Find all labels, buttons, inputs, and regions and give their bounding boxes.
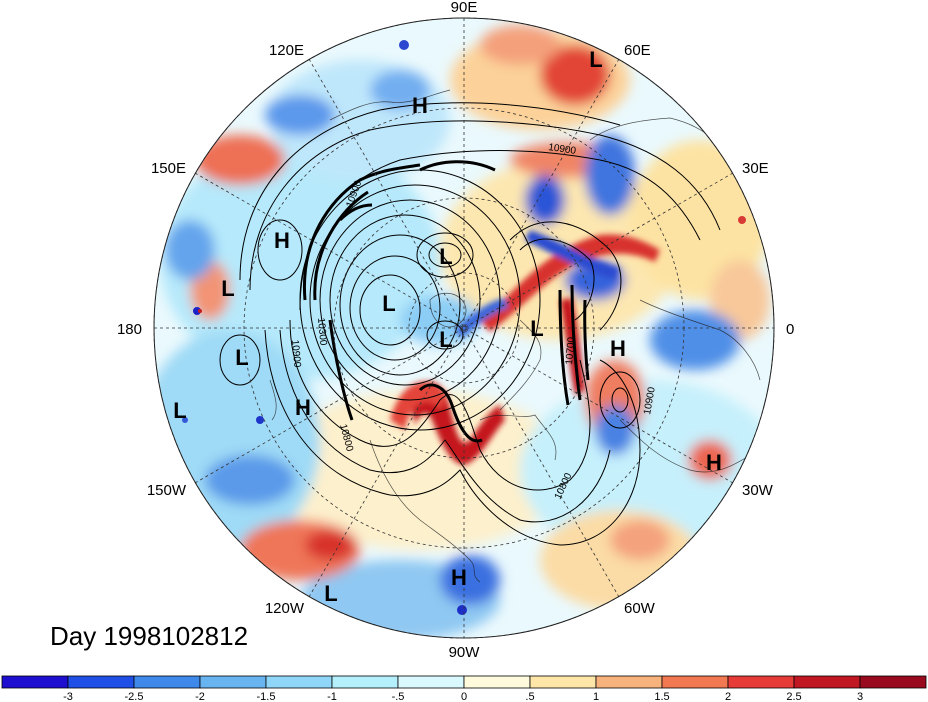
lon-label-30w: 30W (742, 482, 774, 499)
contour-label: 10900 (289, 339, 302, 368)
colorbar-swatch (595, 675, 663, 689)
colorbar-tick-label: 2 (725, 691, 731, 702)
pressure-center-low: L (530, 316, 543, 341)
colorbar-swatch (727, 675, 795, 689)
colorbar-swatch (793, 675, 861, 689)
colorbar-tick-label: -3 (63, 691, 73, 702)
lon-label-90w: 90W (449, 644, 481, 661)
anomaly-speckles (182, 40, 746, 615)
lon-label-90e: 90E (451, 0, 478, 16)
pressure-center-low: L (173, 398, 186, 423)
colorbar-tick-label: -.5 (392, 691, 405, 702)
colorbar-tick-label: -2 (195, 691, 205, 702)
anomaly-field (154, 18, 774, 638)
pressure-center-low: L (439, 327, 452, 352)
colorbar: -3 -2.5 -2 -1.5 -1 -.5 0 .5 1 1.5 2 2.5 3 (1, 675, 927, 702)
pressure-center-low: L (439, 244, 452, 269)
colorbar-tick-label: -1.5 (257, 691, 276, 702)
contour-label: 10700 (564, 336, 577, 365)
colorbar-swatch (397, 675, 465, 689)
colorbar-swatch (463, 675, 531, 689)
colorbar-tick-label: -2.5 (125, 691, 144, 702)
pressure-center-high: H (295, 395, 311, 420)
pressure-center-high: H (412, 93, 428, 118)
lon-label-180: 180 (117, 321, 142, 338)
pressure-center-high: H (610, 336, 626, 361)
colorbar-swatch (331, 675, 399, 689)
colorbar-tick-label: 2.5 (786, 691, 801, 702)
pressure-center-low: L (324, 581, 337, 606)
lon-label-0: 0 (786, 321, 794, 338)
colorbar-swatch (661, 675, 729, 689)
pressure-center-high: H (274, 228, 290, 253)
colorbar-tick-label: -1 (327, 691, 337, 702)
colorbar-swatch (529, 675, 597, 689)
pressure-center-low: L (382, 291, 395, 316)
longitude-labels: 90E 60E 30E 0 30W 60W 90W 120W 150W 180 … (117, 0, 794, 661)
lon-label-150w: 150W (147, 482, 187, 499)
colorbar-swatch (859, 675, 927, 689)
pressure-center-low: L (235, 345, 248, 370)
lon-label-60e: 60E (624, 42, 651, 59)
lon-label-60w: 60W (624, 600, 656, 617)
pressure-center-high: H (706, 450, 722, 475)
map-border (153, 17, 775, 639)
colorbar-swatch (1, 675, 69, 689)
colorbar-tick-label: .5 (525, 691, 534, 702)
pressure-center-low: L (221, 276, 234, 301)
contour-label: 10300 (315, 317, 328, 346)
contour-label: 10900 (548, 142, 578, 157)
colorbar-tick-label: 3 (857, 691, 863, 702)
pressure-center-high: H (451, 565, 467, 590)
colorbar-swatch (67, 675, 135, 689)
colorbar-swatch (265, 675, 333, 689)
lon-label-30e: 30E (742, 160, 769, 177)
colorbar-tick-label: 0 (461, 691, 467, 702)
colorbar-swatch (199, 675, 267, 689)
lon-label-120w: 120W (265, 600, 305, 617)
colorbar-tick-label: 1 (593, 691, 599, 702)
contour-label: 10900 (642, 386, 658, 416)
lon-label-120e: 120E (269, 42, 304, 59)
pressure-centers: L H H L L L L L L H L H H H L (173, 47, 722, 606)
colorbar-tick-label: 1.5 (654, 691, 669, 702)
lon-label-150e: 150E (151, 160, 186, 177)
pressure-center-low: L (589, 47, 602, 72)
jet-contours (302, 160, 590, 443)
colorbar-swatch (133, 675, 201, 689)
day-label: Day 1998102812 (50, 621, 248, 651)
